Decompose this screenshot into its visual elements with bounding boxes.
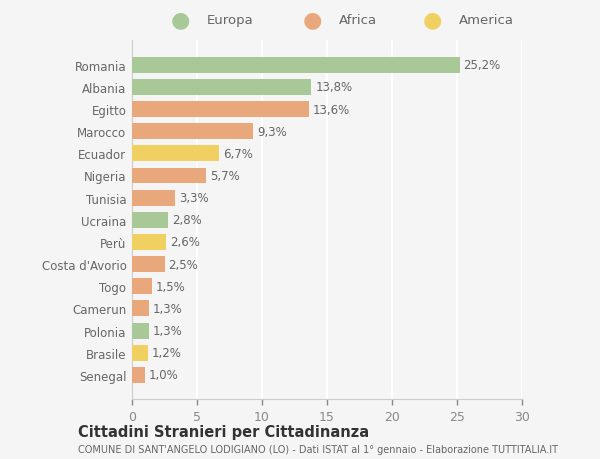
Bar bbox=[132, 279, 151, 295]
Text: COMUNE DI SANT'ANGELO LODIGIANO (LO) - Dati ISTAT al 1° gennaio - Elaborazione T: COMUNE DI SANT'ANGELO LODIGIANO (LO) - D… bbox=[78, 444, 558, 454]
Text: 2,6%: 2,6% bbox=[170, 236, 200, 249]
Bar bbox=[132, 301, 149, 317]
Text: Africa: Africa bbox=[339, 14, 377, 27]
Text: 1,2%: 1,2% bbox=[151, 347, 181, 359]
Text: 9,3%: 9,3% bbox=[257, 125, 287, 138]
Bar bbox=[132, 124, 253, 140]
Bar bbox=[132, 367, 145, 383]
Text: 2,5%: 2,5% bbox=[169, 258, 198, 271]
Text: 13,8%: 13,8% bbox=[316, 81, 352, 94]
Text: 5,7%: 5,7% bbox=[210, 170, 240, 183]
Bar bbox=[132, 235, 166, 251]
Bar bbox=[132, 57, 460, 73]
Text: 6,7%: 6,7% bbox=[223, 147, 253, 161]
Text: ●: ● bbox=[422, 11, 442, 31]
Text: 1,3%: 1,3% bbox=[153, 325, 182, 337]
Text: 1,5%: 1,5% bbox=[155, 280, 185, 293]
Bar bbox=[132, 257, 164, 273]
Bar bbox=[132, 323, 149, 339]
Bar bbox=[132, 345, 148, 361]
Text: 1,3%: 1,3% bbox=[153, 302, 182, 315]
Bar bbox=[132, 80, 311, 95]
Text: 25,2%: 25,2% bbox=[464, 59, 501, 72]
Text: 1,0%: 1,0% bbox=[149, 369, 179, 381]
Bar bbox=[132, 146, 219, 162]
Text: Cittadini Stranieri per Cittadinanza: Cittadini Stranieri per Cittadinanza bbox=[78, 425, 369, 440]
Text: ●: ● bbox=[302, 11, 322, 31]
Text: America: America bbox=[459, 14, 514, 27]
Text: Europa: Europa bbox=[207, 14, 254, 27]
Text: 2,8%: 2,8% bbox=[172, 214, 202, 227]
Text: ●: ● bbox=[170, 11, 190, 31]
Bar bbox=[132, 190, 175, 206]
Text: 13,6%: 13,6% bbox=[313, 103, 350, 116]
Text: 3,3%: 3,3% bbox=[179, 192, 208, 205]
Bar bbox=[132, 102, 309, 118]
Bar bbox=[132, 213, 169, 228]
Bar bbox=[132, 168, 206, 184]
